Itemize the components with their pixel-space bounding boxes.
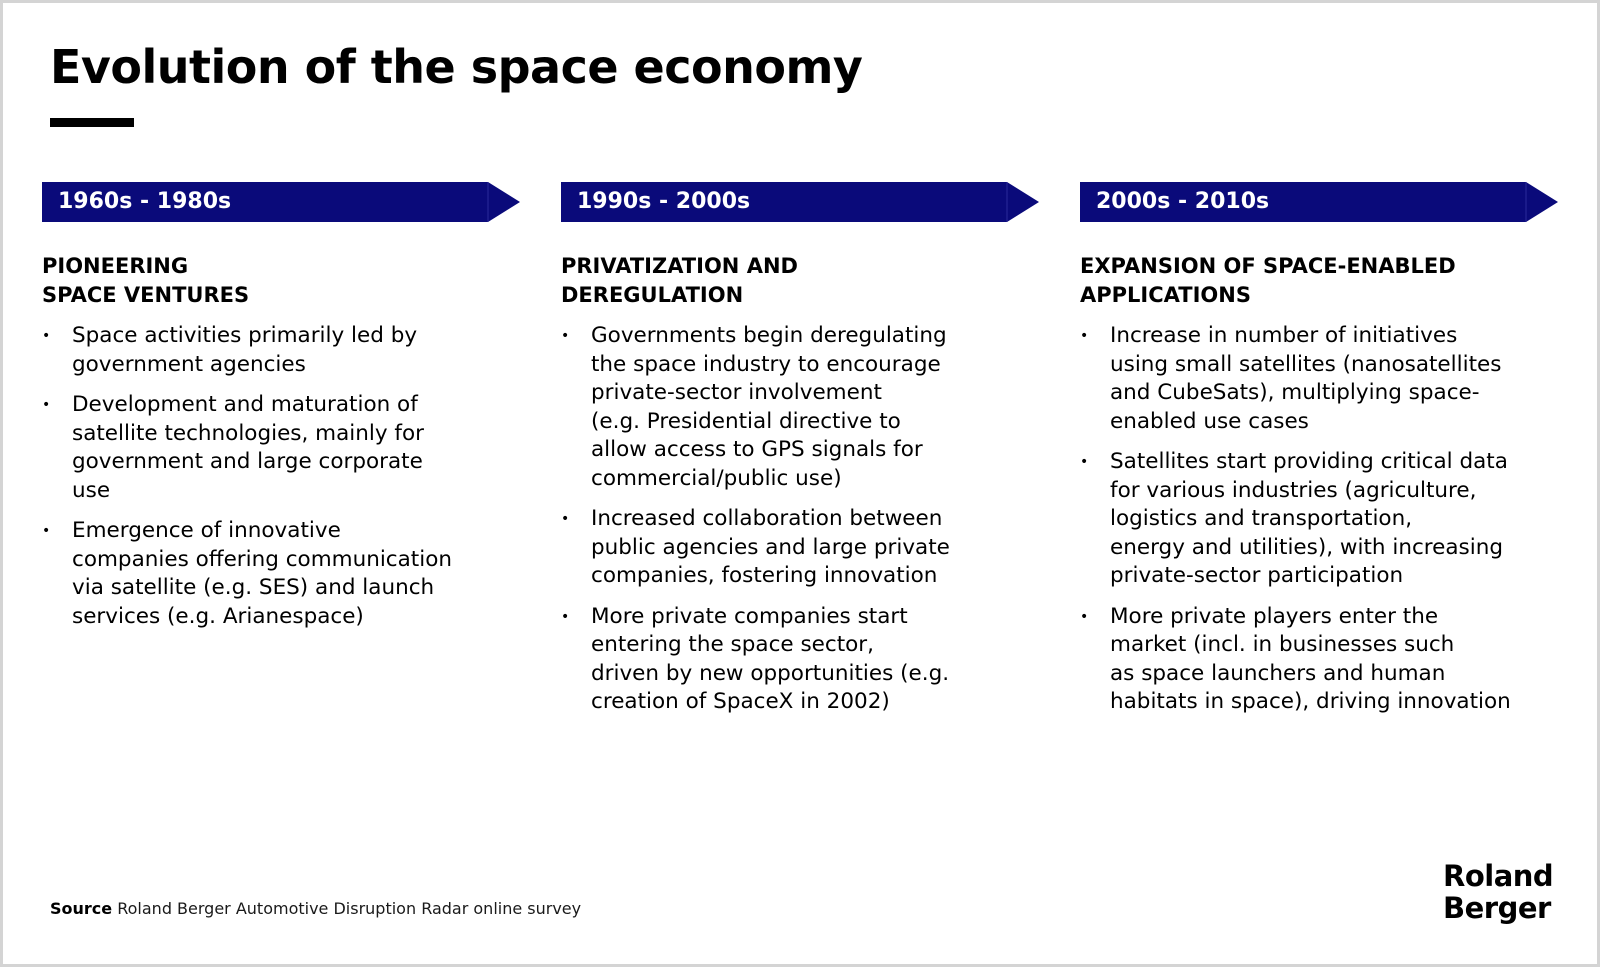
bullet-dot-icon: • (561, 608, 570, 625)
bullet-line: entering the space sector, (591, 632, 874, 657)
arrow-shape-icon (561, 182, 1039, 222)
source-label: Source (50, 899, 113, 918)
page-title: Evolution of the space economy (50, 40, 863, 94)
bullet-line: for various industries (agriculture, (1110, 477, 1477, 503)
source-note: Source Roland Berger Automotive Disrupti… (50, 899, 581, 918)
bullet-line: More private players enter the (1110, 603, 1439, 629)
bullet-line: Emergence of innovative (72, 518, 341, 543)
heading-line: SPACE VENTURES (42, 283, 250, 307)
bullet-item: • Emergence of innovative companies offe… (42, 517, 520, 631)
bullet-line: companies, fostering innovation (591, 563, 938, 588)
brand-logo: Roland Berger (1443, 859, 1554, 925)
bullet-list: • Space activities primarily led by gove… (42, 322, 520, 631)
period-arrow: 1960s - 1980s (42, 182, 520, 222)
source-text: Roland Berger Automotive Disruption Rada… (117, 899, 582, 918)
timeline-column-1: 1960s - 1980s PIONEERING SPACE VENTURES … (42, 182, 520, 643)
bullet-item: • Governments begin deregulating the spa… (561, 322, 1039, 493)
column-heading: EXPANSION OF SPACE-ENABLED APPLICATIONS (1080, 252, 1550, 310)
bullet-line: via satellite (e.g. SES) and launch (72, 575, 435, 600)
bullet-dot-icon: • (561, 328, 570, 344)
bullet-item: • Increase in number of initiatives usin… (1080, 322, 1558, 436)
bullet-line: government and large corporate (72, 449, 423, 474)
bullet-line: private-sector participation (1110, 563, 1404, 588)
logo-line: Berger (1443, 891, 1551, 925)
bullet-line: Increase in number of initiatives (1110, 323, 1458, 348)
heading-line: DEREGULATION (561, 283, 744, 307)
column-heading: PIONEERING SPACE VENTURES (42, 252, 512, 310)
bullet-line: energy and utilities), with increasing (1110, 534, 1503, 560)
bullet-line: Satellites start providing critical data (1110, 449, 1508, 474)
bullet-line: Increased collaboration between (591, 506, 943, 531)
bullet-item: • Satellites start providing critical da… (1080, 448, 1558, 591)
bullet-line: private-sector involvement (591, 380, 882, 405)
period-label: 1990s - 2000s (577, 189, 751, 214)
heading-line: PRIVATIZATION AND (561, 254, 798, 278)
bullet-line: Development and maturation of (72, 392, 418, 417)
bullet-dot-icon: • (1080, 328, 1089, 344)
bullet-item: • Increased collaboration between public… (561, 505, 1039, 591)
bullet-dot-icon: • (42, 523, 51, 539)
bullet-item: • More private companies start entering … (561, 603, 1039, 717)
bullet-line: More private companies start (591, 603, 908, 629)
bullet-line: as space launchers and human (1110, 660, 1446, 686)
bullet-dot-icon: • (42, 328, 51, 344)
bullet-line: using small satellites (nanosatellites (1110, 351, 1502, 377)
period-arrow: 2000s - 2010s (1080, 182, 1558, 222)
bullet-item: • Space activities primarily led by gove… (42, 322, 520, 379)
bullet-item: • More private players enter the market … (1080, 603, 1558, 717)
bullet-dot-icon: • (1080, 608, 1089, 625)
bullet-dot-icon: • (42, 397, 51, 413)
heading-line: EXPANSION OF SPACE-ENABLED (1080, 254, 1456, 278)
column-heading: PRIVATIZATION AND DEREGULATION (561, 252, 1031, 310)
timeline-column-3: 2000s - 2010s EXPANSION OF SPACE-ENABLED… (1080, 182, 1558, 729)
title-underline (50, 118, 134, 127)
bullet-line: Governments begin deregulating (591, 323, 947, 348)
bullet-line: the space industry to encourage (591, 351, 941, 377)
bullet-line: satellite technologies, mainly for (72, 420, 424, 446)
bullet-line: market (incl. in businesses such (1110, 632, 1455, 657)
period-arrow: 1990s - 2000s (561, 182, 1039, 222)
bullet-line: creation of SpaceX in 2002) (591, 689, 890, 714)
bullet-line: enabled use cases (1110, 408, 1309, 434)
bullet-line: (e.g. Presidential directive to (591, 408, 901, 434)
bullet-line: habitats in space), driving innovation (1110, 689, 1511, 714)
bullet-line: driven by new opportunities (e.g. (591, 660, 950, 686)
logo-line: Roland (1443, 859, 1554, 893)
bullet-line: Space activities primarily led by (72, 323, 418, 348)
period-label: 2000s - 2010s (1096, 189, 1270, 214)
bullet-dot-icon: • (561, 511, 570, 527)
arrow-shape-icon (42, 182, 520, 222)
bullet-dot-icon: • (1080, 454, 1089, 470)
arrow-shape-icon (1080, 182, 1558, 222)
bullet-list: • Governments begin deregulating the spa… (561, 322, 1039, 717)
bullet-line: allow access to GPS signals for (591, 437, 923, 462)
bullet-list: • Increase in number of initiatives usin… (1080, 322, 1558, 717)
bullet-line: companies offering communication (72, 546, 452, 572)
bullet-line: services (e.g. Arianespace) (72, 603, 364, 629)
bullet-line: and CubeSats), multiplying space- (1110, 380, 1480, 405)
heading-line: PIONEERING (42, 254, 189, 278)
bullet-line: logistics and transportation, (1110, 506, 1413, 531)
bullet-line: use (72, 477, 111, 503)
period-label: 1960s - 1980s (58, 189, 232, 214)
bullet-line: public agencies and large private (591, 534, 950, 560)
bullet-item: • Development and maturation of satellit… (42, 391, 520, 505)
timeline-column-2: 1990s - 2000s PRIVATIZATION AND DEREGULA… (561, 182, 1039, 729)
heading-line: APPLICATIONS (1080, 283, 1251, 307)
bullet-line: commercial/public use) (591, 465, 842, 491)
bullet-line: government agencies (72, 351, 306, 377)
